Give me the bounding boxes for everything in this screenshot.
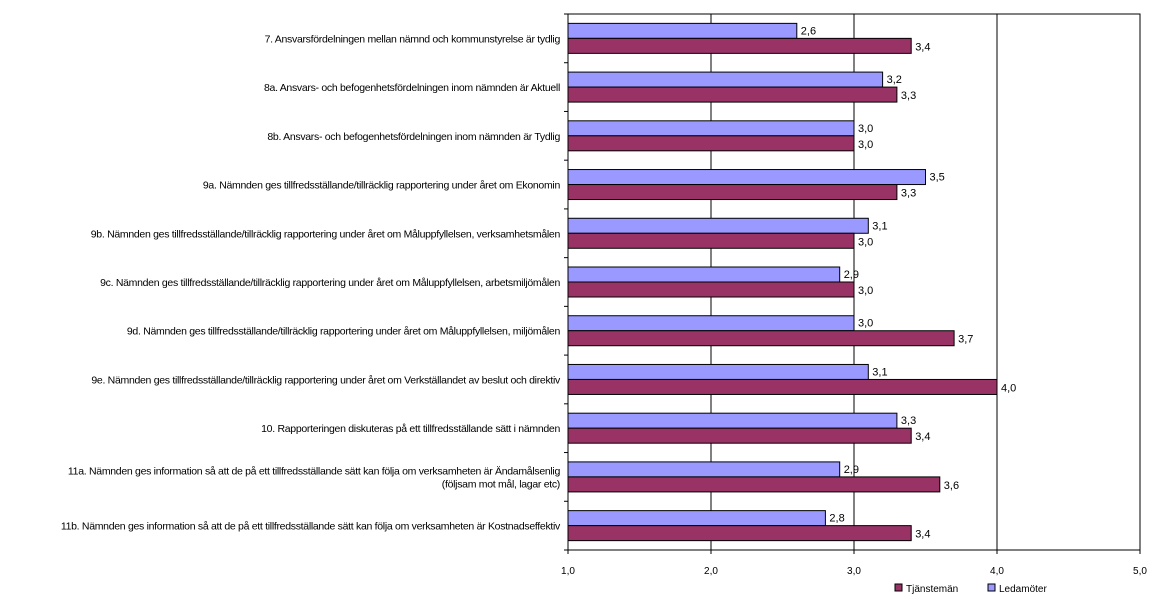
data-label-ledamoter: 2,9 bbox=[844, 269, 859, 281]
category-label: 9b. Nämnden ges tillfredsställande/tillr… bbox=[91, 228, 561, 240]
legend-label: Tjänstemän bbox=[906, 584, 958, 595]
bar-ledamoter bbox=[567, 22, 798, 39]
category-label: 10. Rapporteringen diskuteras på ett til… bbox=[261, 423, 560, 435]
category-label: 9e. Nämnden ges tillfredsställande/tillr… bbox=[91, 374, 561, 386]
bar-ledamoter bbox=[567, 412, 898, 429]
bar-tjanstemen bbox=[567, 525, 912, 542]
category-label: 8a. Ansvars- och befogenhetsfördelningen… bbox=[264, 82, 560, 94]
data-label-tjanstemen: 3,3 bbox=[901, 188, 916, 200]
x-tick-label: 2,0 bbox=[704, 566, 718, 577]
bar-ledamoter bbox=[567, 510, 826, 527]
x-tick-label: 5,0 bbox=[1133, 566, 1147, 577]
data-label-ledamoter: 2,6 bbox=[801, 25, 816, 37]
category-label: 9a. Nämnden ges tillfredsställande/tillr… bbox=[203, 180, 561, 192]
legend-swatch bbox=[894, 583, 903, 592]
bar-ledamoter bbox=[567, 169, 926, 186]
category-label: 9c. Nämnden ges tillfredsställande/tillr… bbox=[100, 277, 560, 289]
data-label-tjanstemen: 3,4 bbox=[915, 529, 930, 541]
bar-ledamoter bbox=[567, 315, 855, 332]
data-label-ledamoter: 3,5 bbox=[930, 172, 945, 184]
bar-ledamoter bbox=[567, 217, 869, 234]
data-label-ledamoter: 3,0 bbox=[858, 123, 873, 135]
x-tick-label: 4,0 bbox=[990, 566, 1004, 577]
x-tick-label: 3,0 bbox=[847, 566, 861, 577]
category-label: 7. Ansvarsfördelningen mellan nämnd och … bbox=[265, 33, 561, 45]
bar-tjanstemen bbox=[567, 427, 912, 444]
bar-tjanstemen bbox=[567, 37, 912, 54]
data-label-tjanstemen: 3,4 bbox=[915, 431, 930, 443]
bar-ledamoter bbox=[567, 266, 841, 283]
data-label-ledamoter: 3,2 bbox=[887, 74, 902, 86]
category-label: (följsam mot mål, lagar etc) bbox=[442, 478, 560, 490]
data-label-ledamoter: 3,1 bbox=[872, 366, 887, 378]
data-label-ledamoter: 2,9 bbox=[844, 464, 859, 476]
category-label: 9d. Nämnden ges tillfredsställande/tillr… bbox=[127, 326, 561, 338]
data-label-tjanstemen: 3,0 bbox=[858, 285, 873, 297]
bar-tjanstemen bbox=[567, 378, 998, 395]
bar-ledamoter bbox=[567, 461, 841, 478]
data-label-tjanstemen: 3,6 bbox=[944, 480, 959, 492]
bar-tjanstemen bbox=[567, 184, 898, 201]
data-label-tjanstemen: 3,3 bbox=[901, 90, 916, 102]
legend-label: Ledamöter bbox=[999, 584, 1047, 595]
x-tick-label: 1,0 bbox=[561, 566, 575, 577]
legend-swatch bbox=[987, 583, 996, 592]
data-label-ledamoter: 3,1 bbox=[872, 220, 887, 232]
category-label: 11a. Nämnden ges information så att de p… bbox=[68, 465, 561, 477]
category-label: 11b. Nämnden ges information så att de p… bbox=[61, 521, 561, 533]
bar-tjanstemen bbox=[567, 86, 898, 103]
data-label-tjanstemen: 4,0 bbox=[1001, 382, 1016, 394]
bar-ledamoter bbox=[567, 71, 884, 88]
data-label-ledamoter: 3,3 bbox=[901, 415, 916, 427]
bar-tjanstemen bbox=[567, 281, 855, 298]
data-label-tjanstemen: 3,0 bbox=[858, 139, 873, 151]
data-label-tjanstemen: 3,7 bbox=[958, 334, 973, 346]
bar-tjanstemen bbox=[567, 232, 855, 249]
data-label-ledamoter: 3,0 bbox=[858, 318, 873, 330]
data-label-ledamoter: 2,8 bbox=[829, 513, 844, 525]
data-label-tjanstemen: 3,0 bbox=[858, 236, 873, 248]
bar-ledamoter bbox=[567, 120, 855, 137]
category-label: 8b. Ansvars- och befogenhetsfördelningen… bbox=[267, 131, 560, 143]
data-label-tjanstemen: 3,4 bbox=[915, 41, 930, 53]
bar-tjanstemen bbox=[567, 135, 855, 152]
bar-ledamoter bbox=[567, 363, 869, 380]
bar-tjanstemen bbox=[567, 330, 955, 347]
bar-tjanstemen bbox=[567, 476, 941, 493]
